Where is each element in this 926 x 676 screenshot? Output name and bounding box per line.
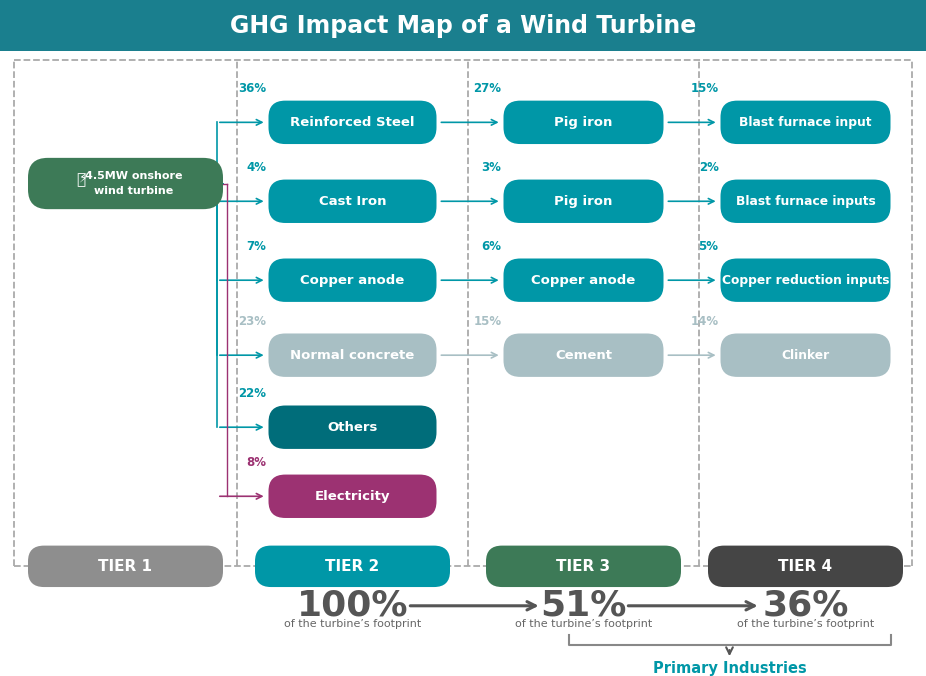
Text: 4.5MW onshore: 4.5MW onshore bbox=[85, 170, 182, 180]
Text: of the turbine’s footprint: of the turbine’s footprint bbox=[284, 619, 421, 629]
Text: Electricity: Electricity bbox=[315, 490, 390, 503]
FancyBboxPatch shape bbox=[255, 546, 450, 587]
FancyBboxPatch shape bbox=[504, 101, 664, 144]
Text: Blast furnace inputs: Blast furnace inputs bbox=[735, 195, 875, 208]
Text: of the turbine’s footprint: of the turbine’s footprint bbox=[515, 619, 652, 629]
Text: 100%: 100% bbox=[296, 589, 408, 623]
Text: of the turbine’s footprint: of the turbine’s footprint bbox=[737, 619, 874, 629]
Text: TIER 4: TIER 4 bbox=[779, 559, 832, 574]
FancyBboxPatch shape bbox=[28, 546, 223, 587]
FancyBboxPatch shape bbox=[269, 101, 436, 144]
Text: TIER 1: TIER 1 bbox=[98, 559, 153, 574]
Text: Copper anode: Copper anode bbox=[300, 274, 405, 287]
FancyBboxPatch shape bbox=[720, 333, 891, 377]
Text: 15%: 15% bbox=[473, 314, 502, 328]
Text: 6%: 6% bbox=[482, 239, 502, 253]
Text: Pig iron: Pig iron bbox=[555, 195, 613, 208]
Text: TIER 3: TIER 3 bbox=[557, 559, 610, 574]
Text: 2%: 2% bbox=[698, 161, 719, 174]
Text: Pig iron: Pig iron bbox=[555, 116, 613, 129]
FancyBboxPatch shape bbox=[269, 180, 436, 223]
Text: 8%: 8% bbox=[246, 456, 267, 468]
Text: Cast Iron: Cast Iron bbox=[319, 195, 386, 208]
Text: wind turbine: wind turbine bbox=[94, 187, 173, 197]
FancyBboxPatch shape bbox=[504, 258, 664, 302]
Text: 3%: 3% bbox=[482, 161, 502, 174]
FancyBboxPatch shape bbox=[720, 180, 891, 223]
Text: Normal concrete: Normal concrete bbox=[291, 349, 415, 362]
Text: TIER 2: TIER 2 bbox=[325, 559, 380, 574]
Text: Clinker: Clinker bbox=[782, 349, 830, 362]
Text: 27%: 27% bbox=[473, 82, 502, 95]
Text: Blast furnace input: Blast furnace input bbox=[739, 116, 871, 129]
FancyBboxPatch shape bbox=[720, 258, 891, 302]
FancyBboxPatch shape bbox=[269, 333, 436, 377]
Text: 51%: 51% bbox=[540, 589, 627, 623]
Text: 5%: 5% bbox=[698, 239, 719, 253]
Text: 4%: 4% bbox=[246, 161, 267, 174]
Text: Copper anode: Copper anode bbox=[532, 274, 635, 287]
Text: 14%: 14% bbox=[691, 314, 719, 328]
FancyBboxPatch shape bbox=[504, 180, 664, 223]
Text: 36%: 36% bbox=[762, 589, 849, 623]
FancyBboxPatch shape bbox=[486, 546, 681, 587]
Text: 15%: 15% bbox=[691, 82, 719, 95]
Text: Others: Others bbox=[327, 420, 378, 434]
Text: Reinforced Steel: Reinforced Steel bbox=[290, 116, 415, 129]
Text: 🏭: 🏭 bbox=[76, 172, 85, 187]
Text: Primary Industries: Primary Industries bbox=[653, 661, 807, 676]
FancyBboxPatch shape bbox=[269, 475, 436, 518]
FancyBboxPatch shape bbox=[269, 258, 436, 302]
FancyBboxPatch shape bbox=[0, 0, 926, 51]
Text: 22%: 22% bbox=[239, 387, 267, 400]
Text: 23%: 23% bbox=[239, 314, 267, 328]
Text: 36%: 36% bbox=[238, 82, 267, 95]
FancyBboxPatch shape bbox=[28, 158, 223, 209]
FancyBboxPatch shape bbox=[720, 101, 891, 144]
Text: 7%: 7% bbox=[246, 239, 267, 253]
Text: GHG Impact Map of a Wind Turbine: GHG Impact Map of a Wind Turbine bbox=[230, 14, 696, 38]
Text: ⚡: ⚡ bbox=[79, 172, 88, 185]
FancyBboxPatch shape bbox=[504, 333, 664, 377]
Text: Cement: Cement bbox=[555, 349, 612, 362]
FancyBboxPatch shape bbox=[269, 406, 436, 449]
Text: Copper reduction inputs: Copper reduction inputs bbox=[721, 274, 889, 287]
FancyBboxPatch shape bbox=[708, 546, 903, 587]
